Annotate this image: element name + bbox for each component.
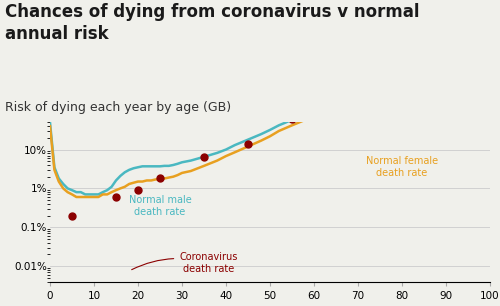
Text: Normal female
death rate: Normal female death rate — [366, 156, 438, 178]
Text: Normal male
death rate: Normal male death rate — [128, 195, 192, 217]
Text: Risk of dying each year by age (GB): Risk of dying each year by age (GB) — [5, 101, 231, 114]
Text: Coronavirus
death rate: Coronavirus death rate — [132, 252, 238, 274]
Text: Chances of dying from coronavirus v normal
annual risk: Chances of dying from coronavirus v norm… — [5, 3, 420, 43]
